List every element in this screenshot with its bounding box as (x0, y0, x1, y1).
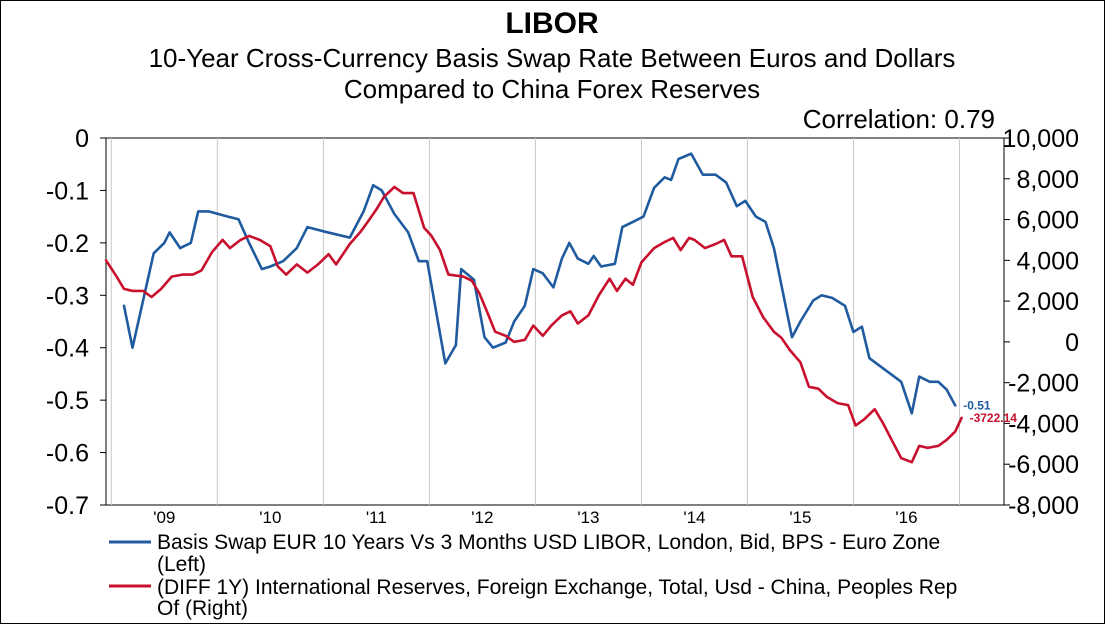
x-tick-label: '11 (366, 508, 387, 527)
x-tick-label: '15 (789, 508, 811, 527)
y-right-tick-label: 6,000 (1016, 207, 1079, 235)
x-tick-label: '14 (683, 508, 705, 527)
x-tick-label: '16 (895, 508, 917, 527)
x-gridlines (110, 138, 960, 505)
y-left-tick-label: -0.6 (46, 440, 89, 468)
plot-area (105, 137, 1005, 506)
chart-subtitle-line-2: Compared to China Forex Reserves (344, 74, 760, 104)
y-left-tick-label: -0.5 (46, 387, 89, 415)
legend-label-basis-swap-line-1: Basis Swap EUR 10 Years Vs 3 Months USD … (157, 531, 940, 554)
x-axis-ticks: '09 '10 '11 '12 '13 '14 '15 '16 (153, 508, 917, 527)
y-right-tick-label: 10,000 (1003, 125, 1079, 153)
y-left-tick-label: 0 (75, 125, 89, 153)
y-left-tick-label: -0.2 (46, 230, 89, 258)
y-right-tick-label: 4,000 (1016, 247, 1079, 275)
y-right-tick-label: -6,000 (1008, 451, 1079, 479)
x-tick-label: '10 (259, 508, 281, 527)
series-line-basis-swap (122, 152, 957, 415)
correlation-annotation: Correlation: 0.79 (803, 104, 995, 134)
chart-subtitle-line-1: 10-Year Cross-Currency Basis Swap Rate B… (149, 43, 956, 73)
y-right-axis-ticks: 10,000 8,000 6,000 4,000 2,000 0 -2,000 -4,000 -… (1003, 125, 1079, 520)
y-left-tick-label: -0.4 (46, 335, 89, 363)
y-right-tick-label: -8,000 (1008, 492, 1079, 520)
x-tick-label: '09 (153, 508, 175, 527)
legend-label-china-reserves-line-2: Of (Right) (157, 597, 248, 620)
chart-title: LIBOR (505, 7, 599, 40)
y-left-tick-label: -0.3 (46, 282, 89, 310)
end-label-china-reserves: -3722.14 (970, 411, 1018, 425)
y-left-tick-label: -0.7 (46, 492, 89, 520)
series-line-china-reserves (104, 185, 963, 464)
y-right-tick-label: 8,000 (1016, 166, 1079, 194)
y-right-tick-label: -4,000 (1008, 410, 1079, 438)
series-group (104, 152, 963, 464)
y-left-tick-label: -0.1 (46, 177, 89, 205)
end-label-basis-swap: -0.51 (963, 398, 991, 412)
x-tick-label: '13 (577, 508, 599, 527)
y-right-tick-label: -2,000 (1008, 370, 1079, 398)
y-left-axis-ticks: 0 -0.1 -0.2 -0.3 -0.4 -0.5 -0.6 -0.7 (46, 125, 106, 520)
y-right-tick-label: 0 (1065, 329, 1079, 357)
legend: Basis Swap EUR 10 Years Vs 3 Months USD … (109, 531, 957, 620)
legend-label-basis-swap-line-2: (Left) (157, 553, 206, 576)
y-right-tick-label: 2,000 (1016, 288, 1079, 316)
legend-label-china-reserves-line-1: (DIFF 1Y) International Reserves, Foreig… (157, 576, 957, 599)
end-labels: -0.51-3722.14 (963, 398, 1017, 424)
x-tick-label: '12 (471, 508, 493, 527)
